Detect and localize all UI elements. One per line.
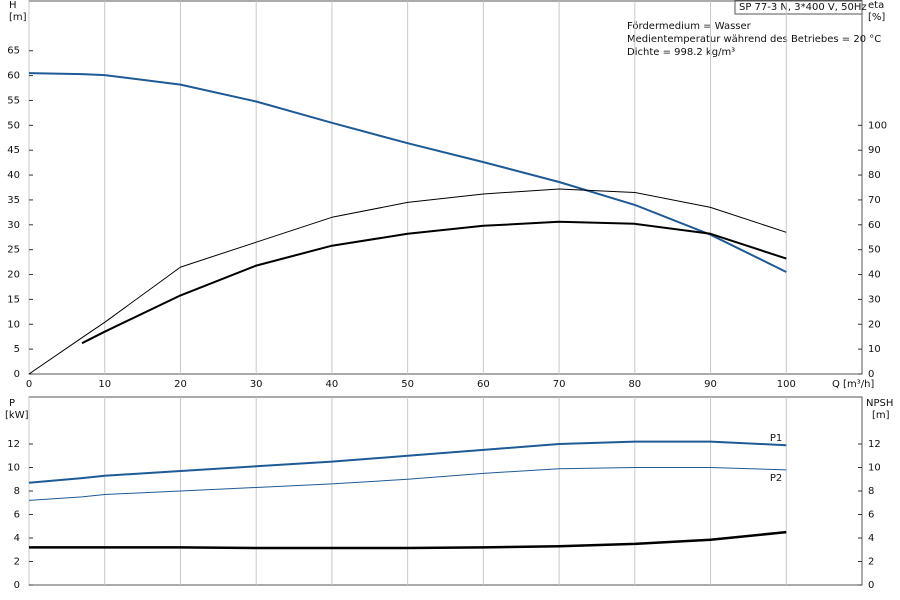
annotation: Dichte = 998.2 kg/m³	[627, 47, 735, 58]
x-label: Q [m³/h]	[832, 379, 874, 390]
y2-tick-label: 12	[868, 439, 881, 450]
x-tick-label: 40	[326, 379, 339, 390]
y2-tick-label: 30	[868, 294, 881, 305]
series-line	[28, 188, 787, 375]
x-tick-label: 60	[477, 379, 490, 390]
y-tick-label: 0	[14, 580, 20, 591]
y2-tick-label: 0	[868, 369, 874, 380]
y-tick-label: 45	[7, 145, 20, 156]
series-line	[81, 220, 787, 345]
annotation: Fördermedium = Wasser	[627, 21, 752, 32]
series-label: P2	[770, 473, 782, 484]
y-tick-label: 2	[14, 557, 20, 568]
y-tick-label: 25	[7, 245, 20, 256]
series-line	[28, 467, 787, 501]
y-tick-label: 0	[14, 369, 20, 380]
y2-tick-label: 10	[868, 463, 881, 474]
y-tick-label: 50	[7, 120, 20, 131]
x-tick-label: 90	[704, 379, 717, 390]
y2-tick-label: 2	[868, 557, 874, 568]
y2-tick-label: 80	[868, 170, 881, 181]
x-tick-label: 20	[174, 379, 187, 390]
y2-tick-label: 100	[868, 120, 887, 131]
y-label: H	[9, 0, 17, 11]
y2-tick-label: 20	[868, 319, 881, 330]
y-tick-label: 40	[7, 170, 20, 181]
y-tick-label: 65	[7, 46, 20, 57]
y-label: P	[9, 398, 15, 409]
y-tick-label: 15	[7, 294, 20, 305]
y2-tick-label: 8	[868, 486, 874, 497]
plot-frame	[28, 0, 863, 375]
x-tick-label: 30	[250, 379, 263, 390]
y2-tick-label: 0	[868, 580, 874, 591]
y-tick-label: 5	[14, 344, 20, 355]
x-tick-label: 50	[401, 379, 414, 390]
x-tick-label: 80	[628, 379, 641, 390]
y-tick-label: 10	[7, 463, 20, 474]
y-tick-label: 60	[7, 71, 20, 82]
title-box	[734, 0, 863, 15]
y-tick-label: 10	[7, 319, 20, 330]
y-tick-label: 6	[14, 510, 20, 521]
y2-label: NPSH	[866, 398, 893, 409]
x-tick-label: 0	[26, 379, 32, 390]
y-tick-label: 35	[7, 195, 20, 206]
series-label: P1	[770, 433, 782, 444]
y2-tick-label: 6	[868, 510, 874, 521]
series-line	[28, 440, 787, 484]
y-tick-label: 12	[7, 439, 20, 450]
y-tick-label: 30	[7, 220, 20, 231]
annotation: Medientemperatur während des Betriebes =…	[627, 34, 881, 45]
y2-label: eta	[868, 0, 884, 11]
y-tick-label: 8	[14, 486, 20, 497]
y-tick-label: 20	[7, 270, 20, 281]
y2-unit: [m]	[872, 410, 890, 421]
x-tick-label: 70	[553, 379, 566, 390]
chart-title: SP 77-3 N, 3*400 V, 50Hz	[739, 2, 867, 13]
x-tick-label: 100	[777, 379, 796, 390]
y2-tick-label: 70	[868, 195, 881, 206]
y-unit: [kW]	[5, 410, 29, 421]
x-tick-label: 10	[98, 379, 111, 390]
y-unit: [m]	[9, 12, 27, 23]
y2-tick-label: 10	[868, 344, 881, 355]
series-line	[29, 530, 787, 550]
y2-tick-label: 4	[868, 533, 874, 544]
series-line	[28, 72, 787, 273]
plot-frame	[28, 396, 863, 586]
y2-tick-label: 40	[868, 270, 881, 281]
y-tick-label: 55	[7, 95, 20, 106]
y2-unit: [%]	[868, 12, 885, 23]
y2-tick-label: 90	[868, 145, 881, 156]
y2-tick-label: 50	[868, 245, 881, 256]
y2-tick-label: 60	[868, 220, 881, 231]
y-tick-label: 4	[14, 533, 20, 544]
